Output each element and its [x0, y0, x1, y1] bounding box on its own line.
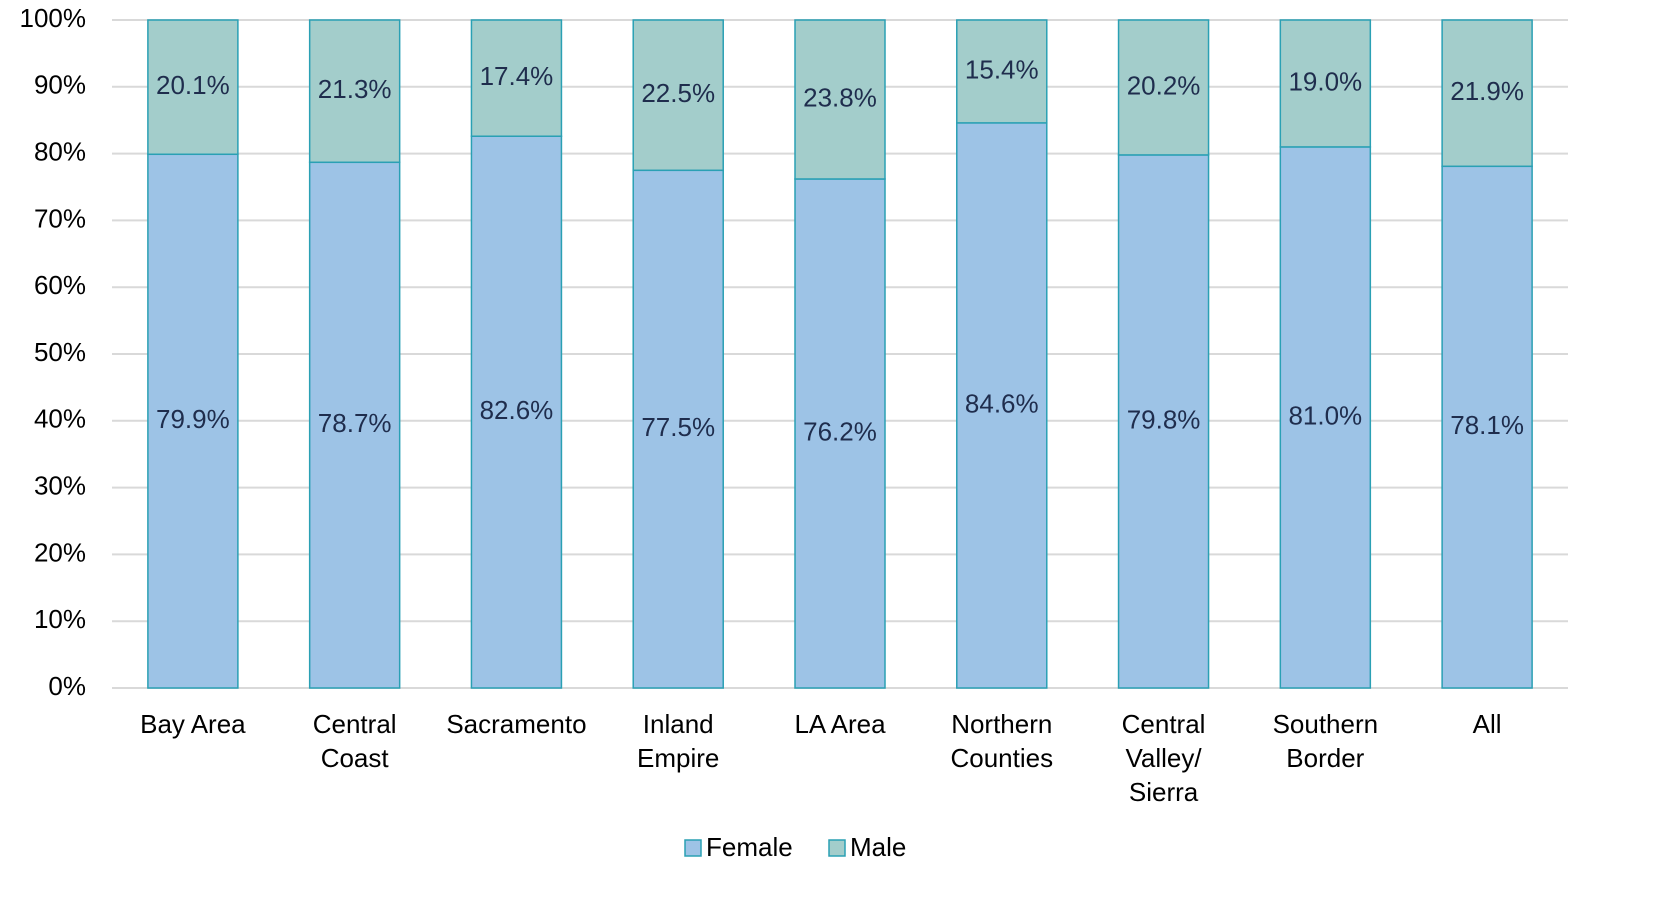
y-tick-label: 40% — [34, 404, 86, 434]
bar-segment — [956, 19, 1048, 124]
bar-segment — [1117, 154, 1210, 689]
x-tick-label: Bay Area — [140, 709, 246, 739]
y-tick-label: 50% — [34, 337, 86, 367]
data-label: 78.1% — [1450, 410, 1524, 440]
legend-swatch — [684, 839, 702, 857]
bar-segment — [147, 19, 239, 156]
x-tick-label: Inland Empire — [637, 709, 720, 773]
bar-segment — [1117, 19, 1210, 156]
data-label: 84.6% — [965, 388, 1039, 418]
data-label: 20.2% — [1127, 70, 1201, 100]
legend-swatch — [828, 839, 846, 857]
bar-segment — [632, 19, 724, 172]
bar-segment — [1441, 19, 1533, 168]
x-tick-label: Northern Counties — [950, 709, 1054, 773]
bar-segment — [794, 19, 886, 180]
data-label: 17.4% — [480, 61, 554, 91]
bar-segment — [632, 169, 724, 689]
data-label: 22.5% — [641, 78, 715, 108]
x-tick-label: Sacramento — [446, 709, 587, 739]
y-tick-label: 70% — [34, 203, 86, 233]
y-tick-label: 30% — [34, 470, 86, 500]
bar-segment — [956, 122, 1048, 689]
bar-segment — [470, 135, 563, 689]
data-label: 82.6% — [480, 395, 554, 425]
x-tick-label: LA Area — [794, 709, 886, 739]
y-tick-label: 80% — [34, 136, 86, 166]
data-label: 77.5% — [641, 412, 715, 442]
y-tick-label: 10% — [34, 604, 86, 634]
bar-segment — [1441, 165, 1533, 689]
y-tick-label: 20% — [34, 537, 86, 567]
data-label: 20.1% — [156, 70, 230, 100]
data-label: 21.3% — [318, 74, 392, 104]
data-label: 79.9% — [156, 404, 230, 434]
y-tick-label: 100% — [20, 3, 87, 33]
bar-segment — [147, 153, 239, 689]
bar-segment — [1279, 146, 1372, 689]
bar-segment — [308, 19, 401, 164]
y-tick-label: 0% — [48, 671, 86, 701]
x-tick-label: Central Valley/ Sierra — [1121, 709, 1206, 807]
legend-label: Female — [706, 832, 793, 862]
data-label: 76.2% — [803, 416, 877, 446]
data-label: 79.8% — [1127, 404, 1201, 434]
y-tick-label: 60% — [34, 270, 86, 300]
data-label: 21.9% — [1450, 76, 1524, 106]
legend-label: Male — [850, 832, 906, 862]
data-label: 15.4% — [965, 54, 1039, 84]
x-tick-label: Southern Border — [1272, 709, 1379, 773]
bar-segment — [1279, 19, 1372, 148]
data-label: 78.7% — [318, 408, 392, 438]
data-label: 23.8% — [803, 82, 877, 112]
x-tick-label: All — [1472, 709, 1502, 739]
data-label: 19.0% — [1288, 66, 1362, 96]
data-label: 81.0% — [1288, 400, 1362, 430]
x-tick-label: Central Coast — [312, 709, 397, 773]
y-tick-label: 90% — [34, 70, 86, 100]
bar-segment — [470, 19, 563, 137]
